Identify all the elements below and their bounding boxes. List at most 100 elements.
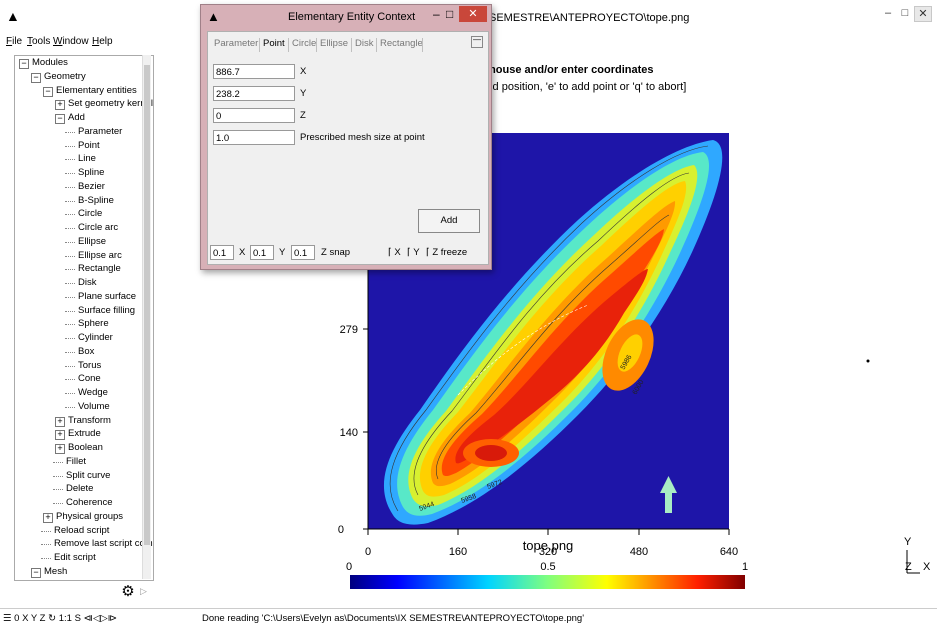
menu-file[interactable]: File bbox=[6, 36, 23, 47]
menu-window[interactable]: Window bbox=[53, 36, 89, 47]
elementary-entity-dialog: ▲ Elementary Entity Context – □ ✕ Parame… bbox=[200, 4, 492, 270]
tree-connector bbox=[53, 489, 63, 491]
tree-connector bbox=[53, 461, 63, 463]
tree-item-label: Fillet bbox=[66, 455, 87, 467]
tree-connector bbox=[65, 283, 75, 284]
tab-parameter[interactable]: Parameter bbox=[214, 38, 259, 49]
tree-item-label: Set geometry kernel bbox=[68, 98, 154, 110]
colorbar-label: 1 bbox=[742, 561, 748, 573]
status-message-1: mouse and/or enter coordinates bbox=[486, 64, 653, 76]
tree-item-label: Volume bbox=[78, 400, 110, 412]
add-button[interactable]: Add bbox=[418, 209, 480, 233]
tree-item-label: Add bbox=[68, 112, 85, 123]
minimize-button[interactable]: – bbox=[884, 7, 892, 19]
snap-y-input[interactable]: 0.1 bbox=[250, 245, 274, 260]
mesh-size-label: Prescribed mesh size at point bbox=[300, 132, 425, 143]
contour-map bbox=[383, 140, 723, 525]
collapse-icon[interactable]: − bbox=[31, 72, 41, 83]
y-ticks: 0 140 279 bbox=[338, 324, 368, 536]
expand-icon[interactable]: + bbox=[43, 512, 53, 523]
expand-icon[interactable]: + bbox=[55, 416, 65, 427]
point-marker bbox=[866, 359, 870, 363]
snap-z-label: Z snap bbox=[321, 247, 351, 258]
tab-circle[interactable]: Circle bbox=[292, 38, 317, 49]
tree-connector bbox=[65, 159, 75, 161]
dialog-close-button[interactable]: ✕ bbox=[459, 6, 487, 22]
menu-help[interactable]: Help bbox=[92, 36, 113, 47]
expand-icon[interactable]: + bbox=[55, 444, 65, 454]
image-label: tope.png bbox=[523, 538, 574, 553]
close-button[interactable]: ✕ bbox=[914, 6, 932, 22]
tree-connector bbox=[41, 530, 51, 532]
tree-item-label: Extrude bbox=[68, 428, 101, 440]
contour-label: 5972 bbox=[486, 479, 503, 491]
tree-scroll-thumb[interactable] bbox=[144, 65, 150, 545]
scroll-right-icon[interactable]: ▷ bbox=[140, 586, 147, 596]
tree-item-label: Circle bbox=[78, 208, 103, 220]
tree-item-label: Spline bbox=[78, 167, 105, 178]
tree-scrollbar[interactable] bbox=[142, 55, 151, 579]
status-bar: ☰ 0 X Y Z ↻ 1:1 S ⧏◁▷⧐ Done reading 'C:\… bbox=[0, 608, 937, 630]
tree-connector bbox=[65, 393, 75, 394]
module-tree: − Modules − Geometry − Elementary entities + Se… bbox=[14, 55, 154, 581]
collapse-icon[interactable]: − bbox=[55, 114, 65, 124]
freeze-y-checkbox[interactable]: ⌈ Y bbox=[407, 247, 420, 258]
tree-connector bbox=[65, 186, 75, 188]
graphics-canvas[interactable]: mouse and/or enter coordinates old posit… bbox=[158, 55, 937, 603]
tree-item-label: Split curve bbox=[66, 469, 111, 481]
maximize-button[interactable]: □ bbox=[901, 7, 909, 19]
freeze-z-checkbox[interactable]: ⌈ Z freeze bbox=[426, 247, 468, 258]
collapse-icon[interactable]: − bbox=[19, 59, 29, 69]
collapse-icon[interactable]: − bbox=[31, 567, 41, 578]
x-tick-label: 480 bbox=[630, 546, 648, 558]
dialog-titlebar[interactable]: ▲ Elementary Entity Context – □ ✕ bbox=[201, 5, 491, 29]
tab-menu-icon[interactable]: — bbox=[471, 36, 483, 48]
freeze-x-checkbox[interactable]: ⌈ X bbox=[388, 247, 401, 258]
tab-point[interactable]: Point bbox=[263, 38, 285, 49]
z-coordinate-label: Z bbox=[300, 110, 306, 121]
expand-icon[interactable]: + bbox=[55, 100, 65, 111]
tab-disk[interactable]: Disk bbox=[355, 38, 374, 49]
menu-tools[interactable]: Tools bbox=[27, 36, 51, 47]
snap-x-label: X bbox=[239, 247, 246, 258]
tree-item-label: Delete bbox=[66, 483, 94, 495]
y-coordinate-input[interactable]: 238.2 bbox=[213, 86, 295, 101]
tree-connector bbox=[65, 255, 75, 257]
tree-item-label: B-Spline bbox=[78, 194, 114, 206]
tree-item-label: Disk bbox=[78, 277, 97, 288]
tree-item-label: Torus bbox=[78, 359, 102, 371]
tree-item-label: Boolean bbox=[68, 442, 103, 453]
tab-ellipse[interactable]: Ellipse bbox=[320, 38, 348, 49]
tree-connector bbox=[65, 241, 75, 243]
tree-connector bbox=[65, 200, 75, 202]
snap-x-input[interactable]: 0.1 bbox=[210, 245, 234, 260]
tab-rectangle[interactable]: Rectangle bbox=[380, 38, 423, 49]
tree-item-label: Mesh bbox=[44, 565, 68, 577]
mesh-size-input[interactable]: 1.0 bbox=[213, 130, 295, 145]
contour-label: 5958 bbox=[460, 493, 477, 505]
axis-gizmo-label: X bbox=[923, 561, 931, 573]
tree-connector bbox=[65, 131, 75, 133]
tree-item-label: Physical groups bbox=[56, 510, 124, 522]
graphics-svg[interactable]: mouse and/or enter coordinates old posit… bbox=[158, 55, 937, 603]
tree-item-label: Transform bbox=[68, 414, 111, 426]
expand-icon[interactable]: + bbox=[55, 430, 65, 441]
dialog-title: Elementary Entity Context bbox=[288, 11, 416, 23]
tree-item-label: Ellipse bbox=[78, 235, 106, 247]
status-toolbar-icons[interactable]: ☰ 0 X Y Z ↻ 1:1 S ⧏◁▷⧐ bbox=[3, 613, 118, 624]
y-tick-label: 0 bbox=[338, 524, 344, 536]
tree-item-label: Wedge bbox=[78, 387, 108, 398]
x-tick-label: 160 bbox=[449, 546, 467, 558]
dialog-maximize-button[interactable]: □ bbox=[446, 7, 454, 21]
tree-item-label: Rectangle bbox=[78, 263, 121, 275]
x-coordinate-input[interactable]: 886.7 bbox=[213, 64, 295, 79]
dialog-minimize-button[interactable]: – bbox=[433, 7, 440, 21]
snap-y-label: Y bbox=[279, 247, 286, 258]
snap-z-input[interactable]: 0.1 bbox=[291, 245, 315, 260]
gear-icon[interactable]: ⚙ bbox=[121, 583, 135, 600]
tree-connector bbox=[65, 379, 75, 381]
contour-label: 5944 bbox=[418, 501, 435, 513]
tree-connector bbox=[65, 214, 75, 216]
z-coordinate-input[interactable]: 0 bbox=[213, 108, 295, 123]
collapse-icon[interactable]: − bbox=[43, 86, 53, 97]
